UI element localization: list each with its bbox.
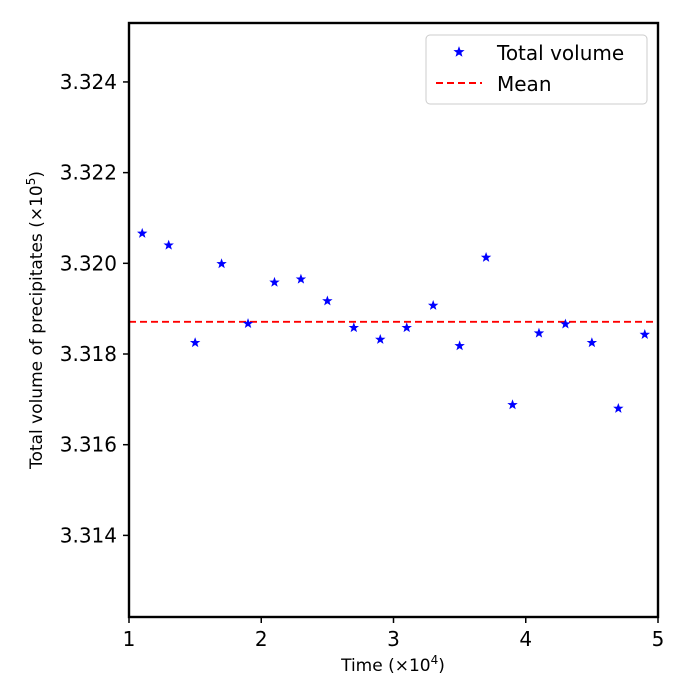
x-tick-label: 5 xyxy=(652,627,665,651)
data-point xyxy=(375,334,386,344)
x-axis: 1 2 3 4 5 xyxy=(123,617,665,651)
data-point xyxy=(163,239,174,250)
y-tick-label: 3.320 xyxy=(60,251,117,275)
x-axis-label: Time (×104) xyxy=(340,653,445,676)
data-point xyxy=(322,295,333,306)
data-point xyxy=(189,337,201,348)
data-point xyxy=(242,318,254,329)
x-tick-label: 3 xyxy=(387,627,400,651)
legend: Total volume Mean xyxy=(425,34,648,105)
x-tick-label: 1 xyxy=(123,627,136,651)
data-point xyxy=(427,300,439,310)
legend-box xyxy=(425,34,648,105)
data-point xyxy=(348,322,360,333)
data-point xyxy=(269,276,280,287)
legend-label-total-volume: Total volume xyxy=(496,41,624,65)
y-axis: 3.314 3.316 3.318 3.320 3.322 3.324 xyxy=(60,70,129,547)
y-tick-label: 3.316 xyxy=(60,433,117,457)
plot-frame xyxy=(127,21,660,619)
y-tick-label: 3.314 xyxy=(60,523,117,547)
y-tick-label: 3.324 xyxy=(60,70,117,94)
data-point xyxy=(560,318,571,329)
legend-marker-total-volume xyxy=(453,46,465,57)
y-tick-label: 3.322 xyxy=(60,161,117,185)
x-tick-label: 4 xyxy=(519,627,532,651)
y-tick-label: 3.318 xyxy=(60,342,117,366)
data-point xyxy=(639,329,650,339)
data-point xyxy=(507,399,518,410)
data-point xyxy=(137,227,148,238)
data-point xyxy=(613,402,624,413)
data-point xyxy=(401,322,412,333)
plot-area xyxy=(129,227,658,413)
data-point xyxy=(216,258,227,269)
y-axis-label: Total volume of precipitates (×105) xyxy=(24,171,47,470)
x-tick-label: 2 xyxy=(255,627,268,651)
data-point xyxy=(295,273,307,284)
data-point xyxy=(454,340,465,351)
data-point xyxy=(586,337,598,348)
data-point xyxy=(533,327,545,338)
legend-label-mean: Mean xyxy=(497,72,552,96)
data-point xyxy=(480,251,492,262)
